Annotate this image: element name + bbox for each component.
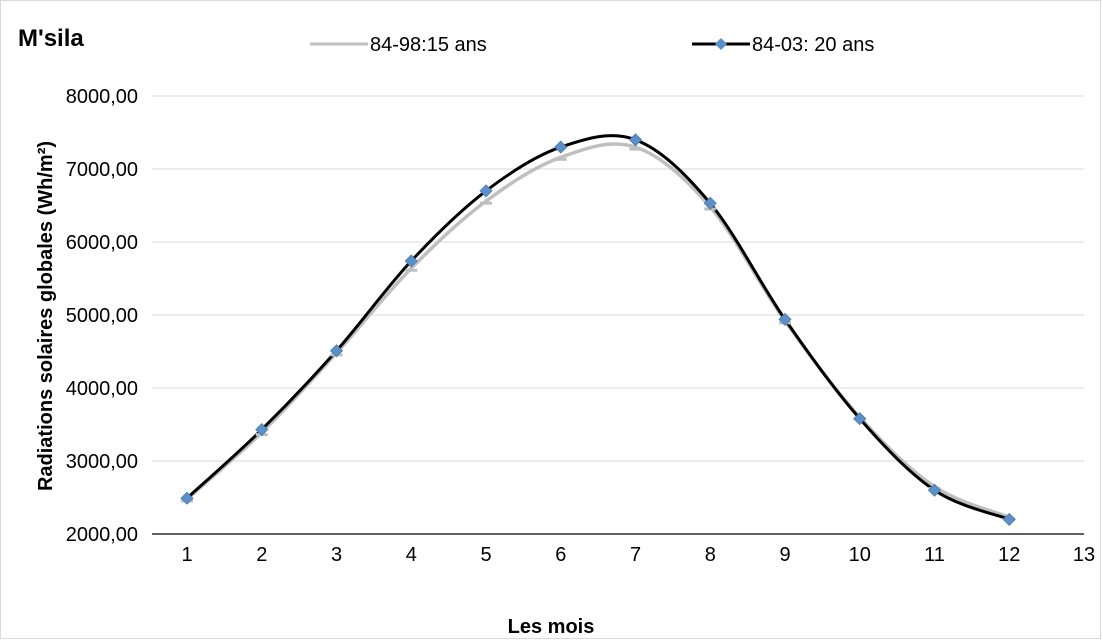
data-point-series-2 xyxy=(853,412,867,426)
x-tick-labels: 1 2 3 4 5 6 7 8 9 10 11 12 13 xyxy=(181,544,1095,566)
data-point-series-2 xyxy=(404,254,418,268)
data-point-series-2 xyxy=(778,312,792,326)
legend-item-series-1: 84-98:15 ans xyxy=(310,34,487,56)
x-tick-label: 11 xyxy=(924,544,945,566)
legend-label-series-1: 84-98:15 ans xyxy=(370,34,487,56)
legend-marker-series-2 xyxy=(715,38,727,50)
x-tick-label: 10 xyxy=(849,544,871,566)
y-tick-labels: 2000,00 3000,00 4000,00 5000,00 6000,00 7000,… xyxy=(66,86,138,546)
x-tick-label: 6 xyxy=(555,544,566,566)
x-tick-label: 8 xyxy=(705,544,716,566)
x-tick-label: 4 xyxy=(406,544,417,566)
x-tick-label: 5 xyxy=(480,544,491,566)
data-point-series-2 xyxy=(927,483,942,497)
y-tick-label: 3000,00 xyxy=(66,451,138,473)
legend-item-series-2: 84-03: 20 ans xyxy=(692,34,874,56)
y-tick-label: 7000,00 xyxy=(66,159,138,181)
series-line-2 xyxy=(185,134,1011,521)
data-point-series-2 xyxy=(628,133,643,147)
legend-label-series-2: 84-03: 20 ans xyxy=(752,34,874,56)
x-tick-label: 7 xyxy=(630,544,641,566)
data-point-series-2 xyxy=(329,344,344,358)
x-tick-label: 2 xyxy=(256,544,267,566)
data-point-series-2 xyxy=(479,184,493,198)
gridlines xyxy=(152,95,1084,462)
legend: 84-98:15 ans 84-03: 20 ans xyxy=(310,34,874,56)
x-tick-label: 12 xyxy=(998,544,1020,566)
data-point-series-2 xyxy=(554,140,568,154)
y-tick-label: 6000,00 xyxy=(66,232,138,254)
y-tick-label: 2000,00 xyxy=(66,524,138,546)
series-lines xyxy=(185,134,1011,521)
y-tick-label: 8000,00 xyxy=(66,86,138,108)
data-point-series-2 xyxy=(703,196,717,210)
y-tick-label: 4000,00 xyxy=(66,378,138,400)
x-tick-label: 3 xyxy=(331,544,342,566)
x-axis-title: Les mois xyxy=(508,616,595,638)
chart-title: M'sila xyxy=(18,25,84,52)
data-point-series-2 xyxy=(180,491,194,505)
data-point-series-2 xyxy=(255,423,269,437)
data-point-series-2 xyxy=(1002,512,1016,526)
series-markers xyxy=(180,133,1016,526)
y-tick-label: 5000,00 xyxy=(66,305,138,327)
x-tick-label: 9 xyxy=(779,544,790,566)
x-tick-label: 13 xyxy=(1073,544,1095,566)
y-axis-title: Radiations solaires globales (Wh/m²) xyxy=(35,141,57,491)
x-tick-label: 1 xyxy=(181,544,192,566)
